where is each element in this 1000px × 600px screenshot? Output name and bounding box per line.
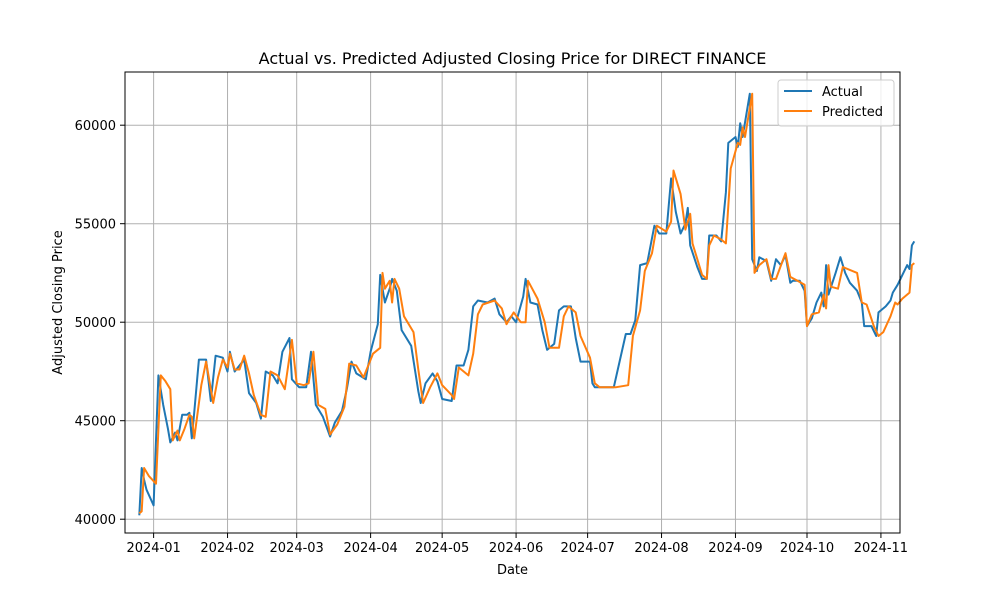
x-tick-label: 2024-03 xyxy=(270,541,324,556)
chart-title: Actual vs. Predicted Adjusted Closing Pr… xyxy=(259,49,767,68)
y-tick-label: 55000 xyxy=(75,218,116,233)
y-tick-label: 60000 xyxy=(75,119,116,134)
x-tick-label: 2024-07 xyxy=(560,541,614,556)
x-tick-label: 2024-08 xyxy=(634,541,688,556)
y-tick-label: 50000 xyxy=(75,316,116,331)
y-tick-label: 45000 xyxy=(75,415,116,430)
y-axis-label: Adjusted Closing Price xyxy=(51,230,66,374)
x-tick-label: 2024-05 xyxy=(415,541,469,556)
legend-label-predicted: Predicted xyxy=(822,105,883,120)
x-tick-label: 2024-04 xyxy=(343,541,397,556)
y-tick-label: 40000 xyxy=(75,513,116,528)
x-tick-label: 2024-02 xyxy=(200,541,254,556)
x-tick-label: 2024-09 xyxy=(708,541,762,556)
x-tick-label: 2024-06 xyxy=(489,541,543,556)
x-tick-label: 2024-01 xyxy=(126,541,180,556)
x-tick-label: 2024-11 xyxy=(854,541,908,556)
legend-label-actual: Actual xyxy=(822,85,863,100)
x-axis-label: Date xyxy=(497,563,528,578)
x-tick-label: 2024-10 xyxy=(780,541,834,556)
legend: Actual Predicted xyxy=(778,80,894,126)
